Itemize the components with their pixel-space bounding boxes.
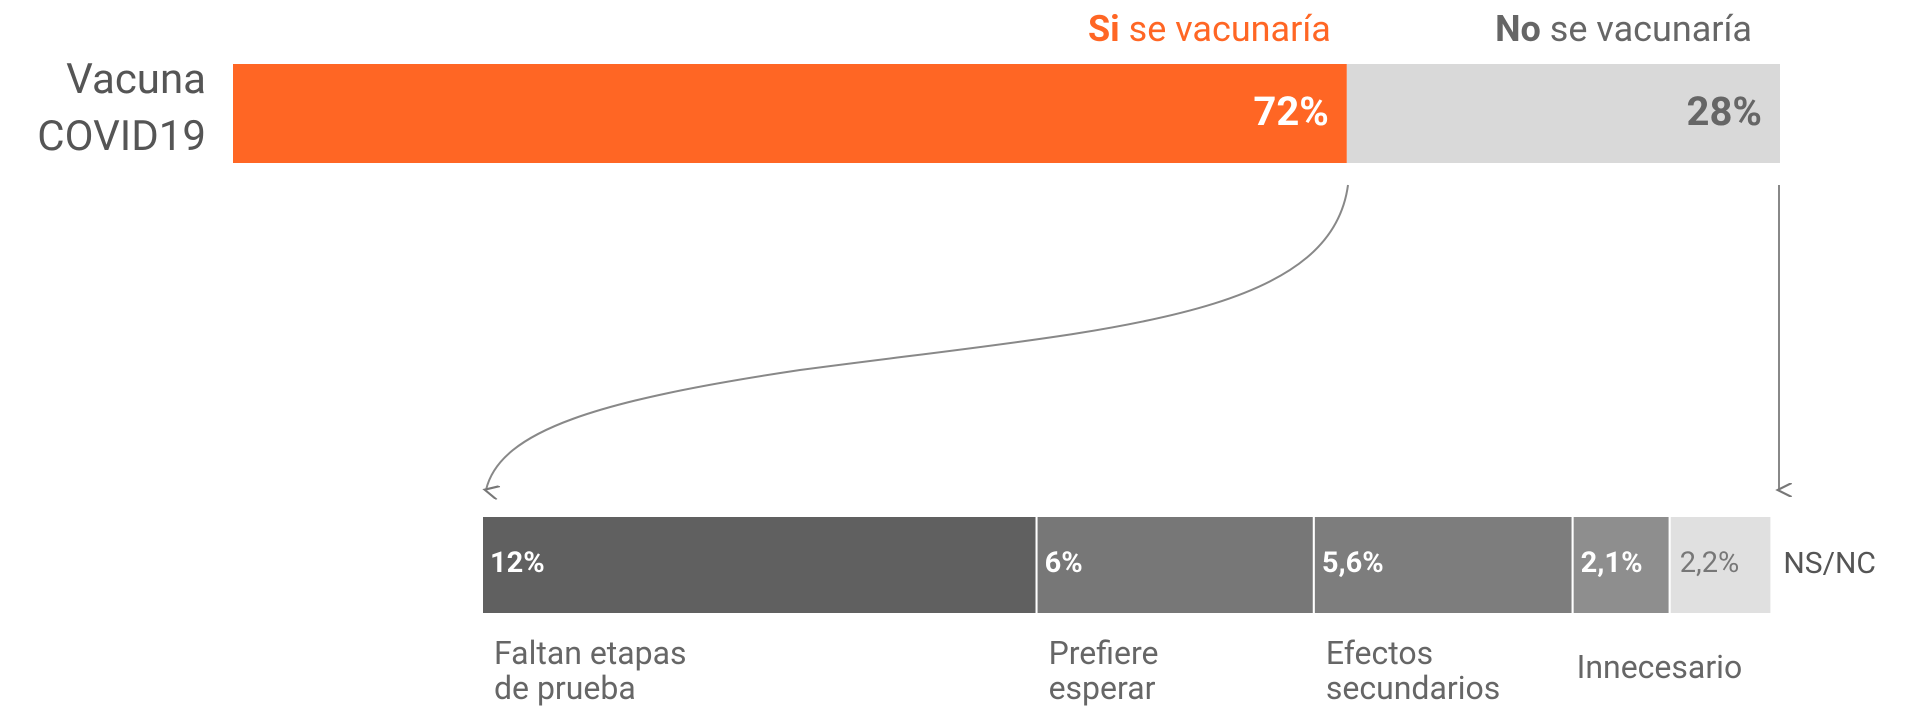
- bar-segment: [1668, 515, 1773, 615]
- category-label: Faltan etapas de prueba: [494, 634, 687, 707]
- category-label: Efectos secundarios: [1325, 634, 1501, 707]
- bar-segment: [481, 515, 1038, 615]
- category-label: Vacuna COVID19: [37, 55, 206, 161]
- bar-segment: [1571, 515, 1671, 615]
- category-label: Innecesario: [1576, 648, 1743, 686]
- bar-segment: [233, 64, 1347, 163]
- value-label: 2,2%: [1679, 546, 1740, 580]
- value-label: 6%: [1044, 546, 1083, 580]
- value-label: 5,6%: [1321, 546, 1384, 580]
- value-label: 72%: [1253, 88, 1329, 135]
- category-label: Prefiere esperar: [1048, 634, 1159, 707]
- legend-label: No se vacunaría: [1495, 8, 1752, 50]
- value-label: 2,1%: [1580, 546, 1643, 580]
- legend-label: Si se vacunaría: [1088, 8, 1331, 50]
- bar-segment: [1346, 64, 1780, 163]
- bar-segment: [1035, 515, 1315, 615]
- value-label: 12%: [490, 546, 545, 580]
- value-label: 28%: [1686, 88, 1762, 135]
- category-label: NS/NC: [1783, 546, 1876, 581]
- arrow: [486, 184, 1349, 490]
- bar-segment: [1312, 515, 1574, 615]
